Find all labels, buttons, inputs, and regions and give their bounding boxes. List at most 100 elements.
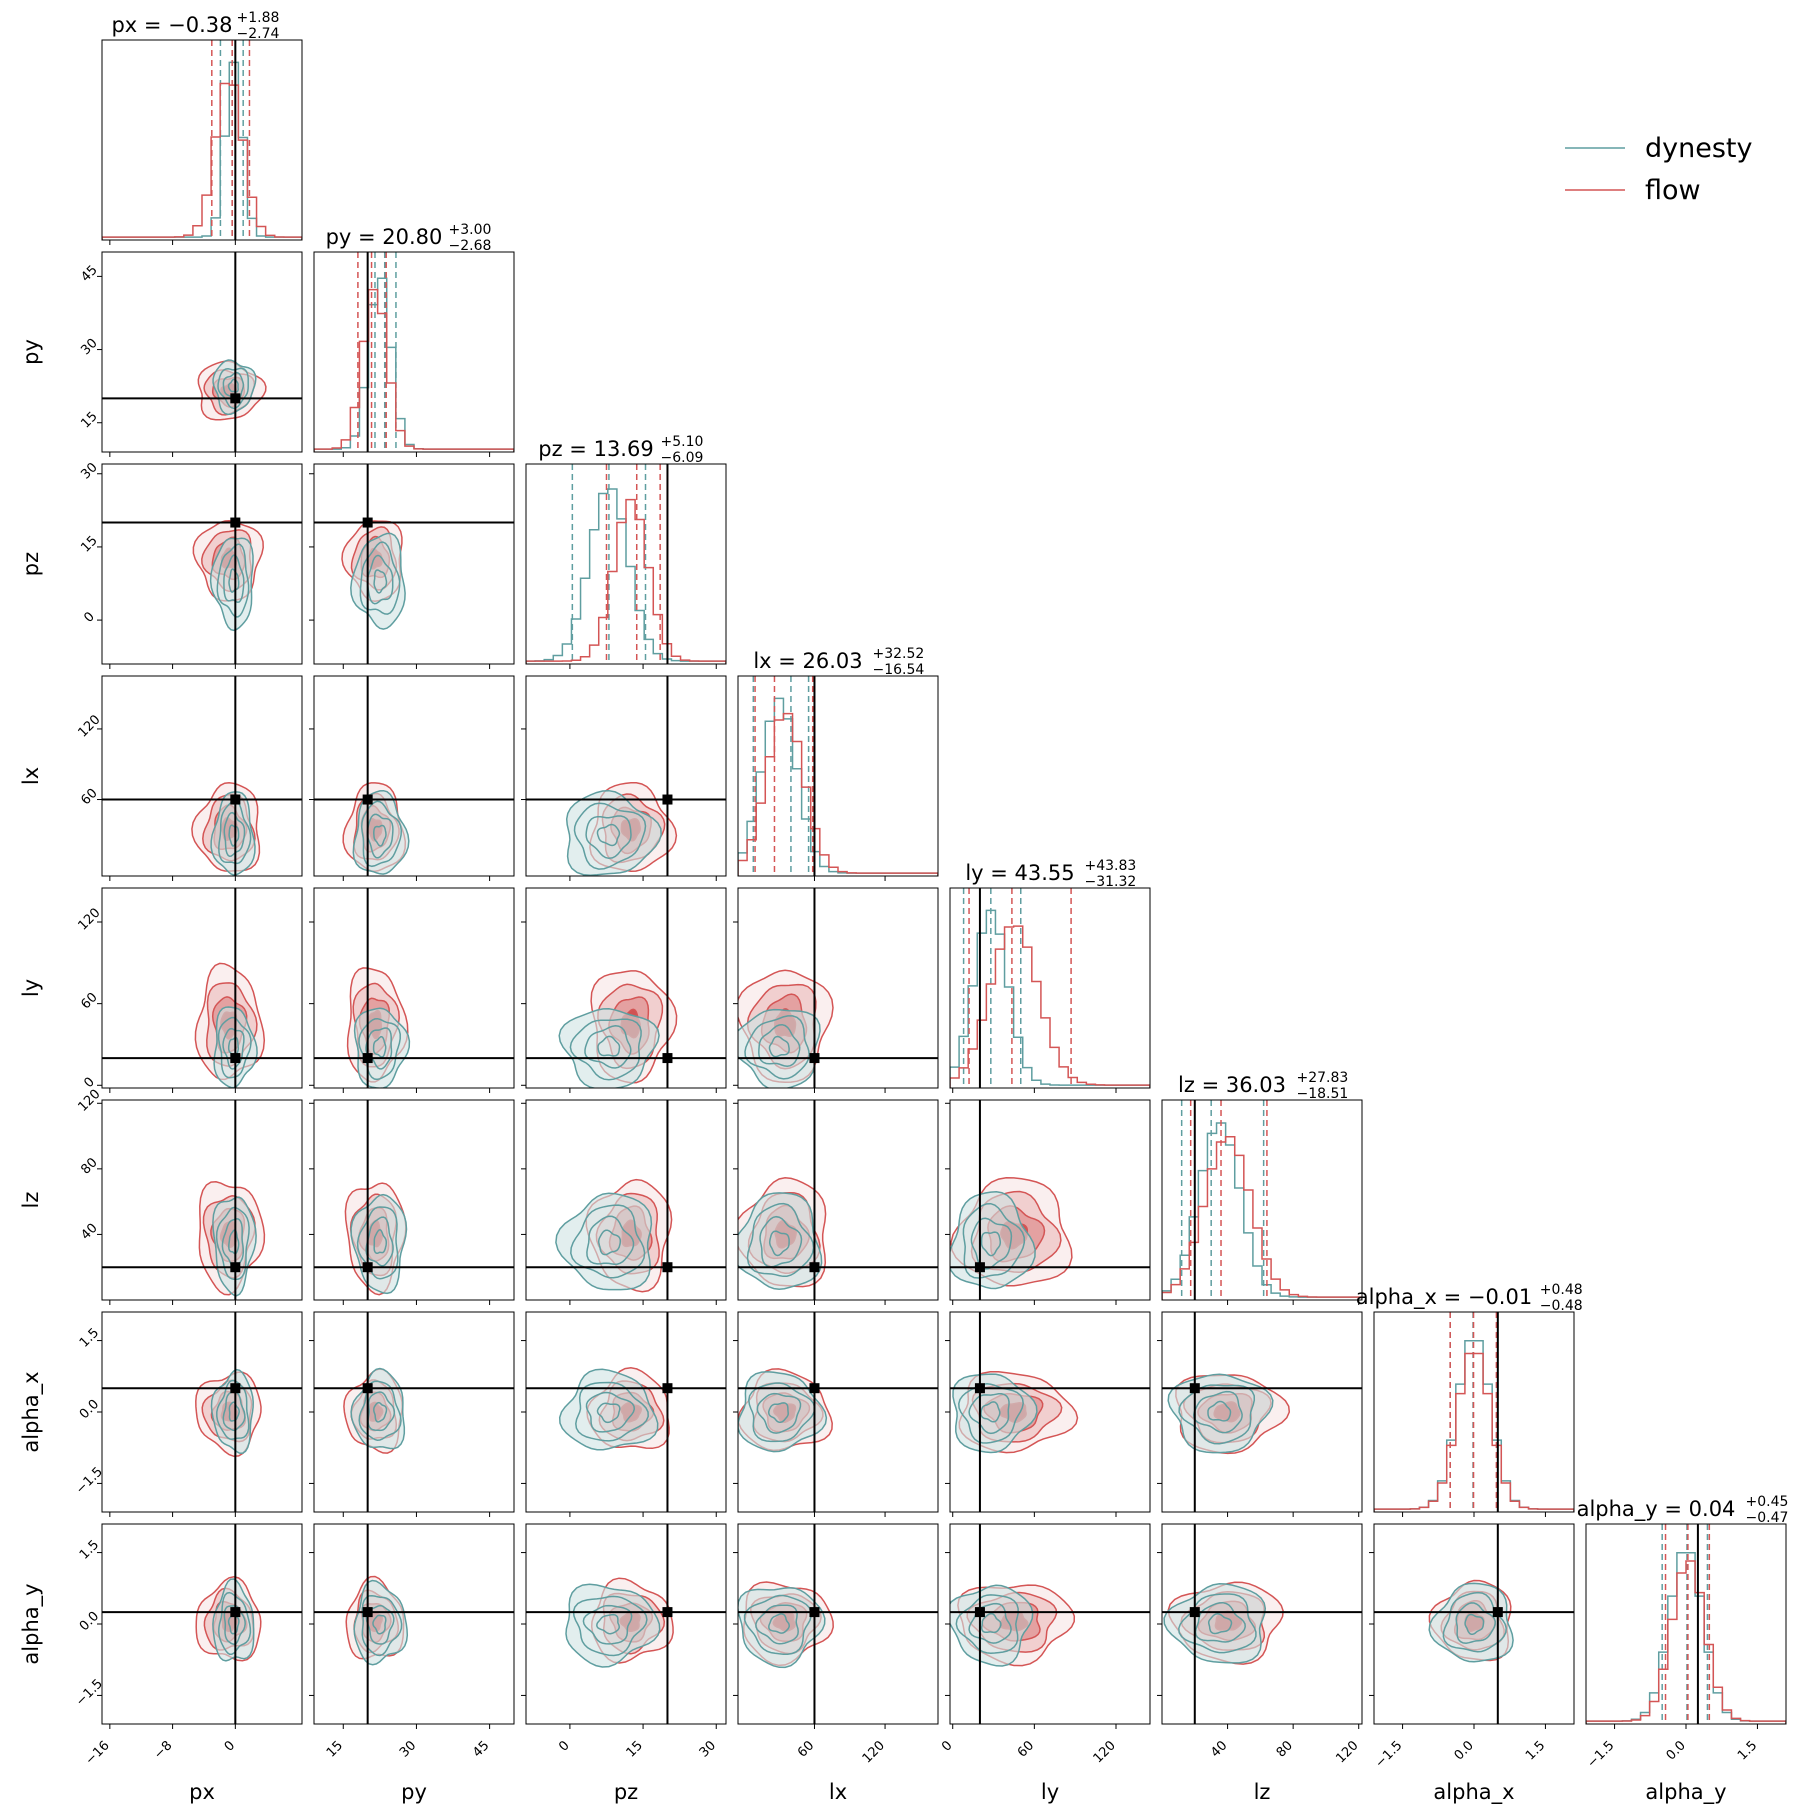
panel-content <box>102 464 302 664</box>
y-tick-label: 60 <box>78 990 100 1012</box>
truth-marker <box>230 1607 241 1618</box>
truth-marker <box>362 517 373 528</box>
contour-dynesty-3 <box>768 1230 790 1257</box>
contour-dynesty-0 <box>350 1367 406 1450</box>
panel-content <box>526 1312 726 1512</box>
truth-marker <box>230 1053 241 1064</box>
panel-frame <box>101 1099 303 1301</box>
x-axis-label-alpha_x: alpha_x <box>1433 1780 1514 1805</box>
truth-marker <box>662 1383 673 1394</box>
panel-alpha_x-py <box>309 1311 515 1517</box>
panel-lx-pz <box>521 675 727 881</box>
y-tick-label: −1.5 <box>73 1464 106 1497</box>
y-axis-label-py: py <box>19 339 43 365</box>
truth-marker <box>362 1053 373 1064</box>
panel-title-px: px = −0.38 +1.88−2.74 <box>111 10 279 42</box>
x-tick-label: 0 <box>939 1738 955 1754</box>
panel-title-plus: +1.88 <box>237 10 280 26</box>
panel-ly-lx <box>733 887 939 1093</box>
panel-frame <box>949 1099 1151 1301</box>
x-tick-label: −1.5 <box>1584 1738 1617 1771</box>
panel-px-px: px = −0.38 +1.88−2.74 <box>101 10 303 245</box>
x-tick-label: 120 <box>860 1738 888 1766</box>
contour-dynesty-2 <box>759 1215 803 1268</box>
panel-content <box>102 40 302 240</box>
x-tick-label: 15 <box>324 1738 346 1760</box>
panel-title-plus: +0.48 <box>1540 1282 1583 1298</box>
x-tick-label: 45 <box>470 1738 492 1760</box>
panel-alpha_y-pz: 0 15 30 <box>521 1523 727 1761</box>
contour-dynesty-3 <box>1464 1613 1485 1636</box>
contour-dynesty-0 <box>565 789 662 876</box>
contour-dynesty-1 <box>1178 1593 1257 1654</box>
panel-frame <box>313 1099 515 1301</box>
y-tick-label: −1.5 <box>73 1676 106 1709</box>
contour-dynesty-3 <box>596 823 621 847</box>
x-tick-label: 30 <box>697 1738 719 1760</box>
contour-dynesty-1 <box>217 1016 252 1079</box>
panel-frame <box>525 887 727 1089</box>
panel-frame <box>313 675 515 877</box>
panel-title-minus: −18.51 <box>1297 1086 1349 1102</box>
panel-title-main: pz = 13.69 <box>538 437 653 461</box>
panel-alpha_y-px: −16 −8 0 −1.5 0.0 1.5 <box>73 1523 303 1768</box>
panel-content <box>738 1524 938 1724</box>
x-tick-label: 0 <box>222 1738 238 1754</box>
contour-dynesty-1 <box>1442 1591 1507 1653</box>
x-tick-label: −8 <box>151 1738 175 1762</box>
panel-py-py: py = 20.80 +3.00−2.68 <box>313 222 515 457</box>
panel-frame <box>525 675 727 877</box>
panel-frame <box>737 1099 939 1301</box>
truth-marker <box>230 393 241 404</box>
truth-marker <box>809 1262 820 1273</box>
contour-dynesty-1 <box>962 1202 1026 1279</box>
contour-dynesty-1 <box>573 802 647 870</box>
contour-dynesty-1 <box>216 1379 250 1440</box>
histogram-flow <box>314 288 514 452</box>
panel-frame <box>525 1099 727 1301</box>
panel-content <box>314 464 514 664</box>
panel-content <box>1374 1524 1574 1724</box>
contour-dynesty-3 <box>597 1035 621 1057</box>
panel-title-main: alpha_y = 0.04 <box>1577 1497 1736 1522</box>
contour-dynesty-2 <box>584 1025 632 1069</box>
contour-dynesty-3 <box>373 569 388 594</box>
truth-marker <box>1189 1383 1200 1394</box>
contour-dynesty-1 <box>217 1591 252 1656</box>
contour-dynesty-3 <box>596 1613 620 1635</box>
y-axis-label-alpha_y: alpha_y <box>19 1583 44 1664</box>
legend: dynesty flow <box>1565 133 1752 206</box>
panel-frame <box>101 39 303 241</box>
contour-dynesty-2 <box>585 815 632 860</box>
truth-marker <box>230 794 241 805</box>
panel-ly-py <box>309 887 515 1093</box>
panel-content <box>526 1524 726 1724</box>
panel-lx-px: 60 120 <box>75 675 303 881</box>
x-axis-label-pz: pz <box>614 1780 638 1804</box>
contour-dynesty-3 <box>372 1036 387 1058</box>
histogram-flow <box>950 925 1150 1088</box>
panel-title-alpha_y: alpha_y = 0.04 +0.45−0.47 <box>1577 1494 1789 1526</box>
truth-marker <box>974 1262 985 1273</box>
x-axis-label-lz: lz <box>1254 1780 1271 1804</box>
panel-content <box>314 1100 514 1300</box>
panel-lz-pz <box>521 1099 727 1305</box>
truth-marker <box>662 794 673 805</box>
y-tick-label: 15 <box>78 533 100 555</box>
panel-content <box>102 676 302 876</box>
truth-marker <box>362 1383 373 1394</box>
panel-title-lz: lz = 36.03 +27.83−18.51 <box>1178 1070 1348 1102</box>
histogram-flow <box>1586 1560 1786 1724</box>
truth-marker <box>974 1383 985 1394</box>
contour-dynesty-1 <box>1178 1384 1256 1445</box>
panel-content <box>1162 1524 1362 1724</box>
contour-dynesty-3 <box>768 1035 790 1058</box>
contour-dynesty-1 <box>215 1206 250 1281</box>
panel-alpha_y-py: 15 30 45 <box>309 1523 515 1761</box>
y-tick-label: 45 <box>78 263 100 285</box>
contour-dynesty-1 <box>743 1594 812 1655</box>
truth-marker <box>362 1607 373 1618</box>
panel-alpha_x-px: −1.5 0.0 1.5 <box>73 1311 303 1517</box>
contour-dynesty-1 <box>358 1380 402 1441</box>
